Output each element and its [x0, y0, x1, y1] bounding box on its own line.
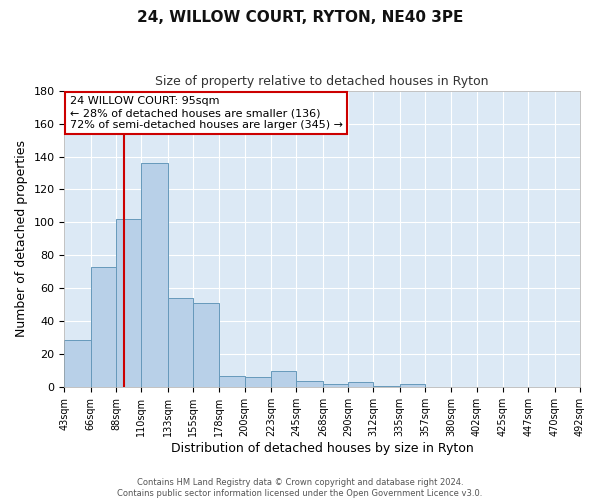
Title: Size of property relative to detached houses in Ryton: Size of property relative to detached ho… — [155, 75, 489, 88]
Bar — [245, 378, 271, 388]
Bar — [193, 304, 220, 388]
Bar — [168, 298, 193, 388]
Bar — [64, 340, 91, 388]
Text: 24, WILLOW COURT, RYTON, NE40 3PE: 24, WILLOW COURT, RYTON, NE40 3PE — [137, 10, 463, 25]
Bar — [220, 376, 245, 388]
Bar — [91, 267, 116, 388]
Bar — [373, 386, 400, 388]
Bar — [323, 384, 348, 388]
Text: 24 WILLOW COURT: 95sqm
← 28% of detached houses are smaller (136)
72% of semi-de: 24 WILLOW COURT: 95sqm ← 28% of detached… — [70, 96, 343, 130]
Y-axis label: Number of detached properties: Number of detached properties — [15, 140, 28, 338]
Text: Contains HM Land Registry data © Crown copyright and database right 2024.
Contai: Contains HM Land Registry data © Crown c… — [118, 478, 482, 498]
Bar — [400, 384, 425, 388]
X-axis label: Distribution of detached houses by size in Ryton: Distribution of detached houses by size … — [171, 442, 473, 455]
Bar — [296, 381, 323, 388]
Bar — [348, 382, 373, 388]
Bar — [116, 219, 142, 388]
Bar — [142, 163, 168, 388]
Bar — [271, 371, 296, 388]
